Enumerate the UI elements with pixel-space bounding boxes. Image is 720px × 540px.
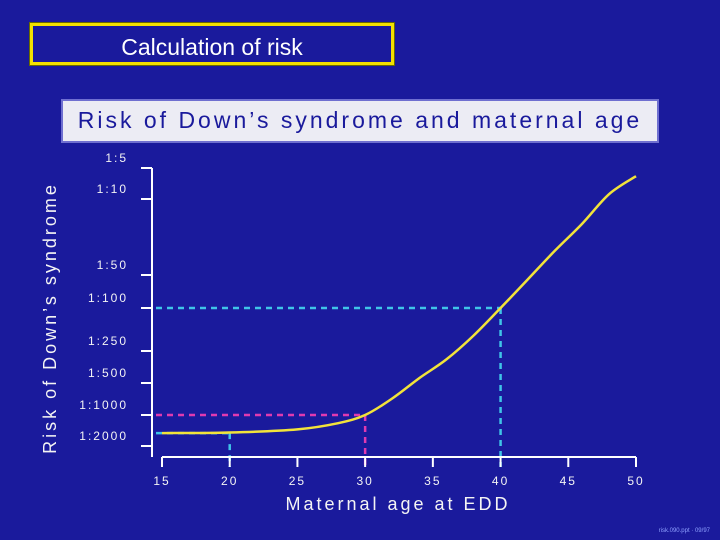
y-tick-label: 1:2000 xyxy=(79,429,128,443)
y-tick-label: 1:1000 xyxy=(79,398,128,412)
slide-title: Calculation of risk xyxy=(121,34,303,60)
x-tick-label: 50 xyxy=(627,474,644,488)
y-tick-label: 1:500 xyxy=(88,366,128,380)
chart-axes: 1:5 1:10 1:50 1:100 1:250 1:500 1:1000 1:2000 15… xyxy=(79,151,644,488)
y-tick-label: 1:250 xyxy=(88,334,128,348)
risk-curve-group xyxy=(161,175,637,435)
x-tick-label: 35 xyxy=(424,474,441,488)
chart-title-box: Risk of Down’s syndrome and maternal age xyxy=(61,99,659,143)
y-tick-label: 1:10 xyxy=(97,182,128,196)
x-tick-label: 20 xyxy=(221,474,238,488)
y-axis-label: Risk of Down’s syndrome xyxy=(40,182,60,454)
y-tick-label: 1:5 xyxy=(105,151,128,165)
y-tick-label: 1:50 xyxy=(97,258,128,272)
reference-lines xyxy=(156,306,502,467)
x-axis-label: Maternal age at EDD xyxy=(285,494,510,514)
x-tick-label: 30 xyxy=(356,474,373,488)
risk-curve xyxy=(161,175,637,435)
x-tick-label: 15 xyxy=(153,474,170,488)
x-tick-label: 25 xyxy=(289,474,306,488)
y-tick-label: 1:100 xyxy=(88,291,128,305)
x-tick-label: 40 xyxy=(492,474,509,488)
x-tick-label: 45 xyxy=(560,474,577,488)
slide-title-box: Calculation of risk xyxy=(29,22,395,66)
chart-title: Risk of Down’s syndrome and maternal age xyxy=(77,107,643,133)
footer-note: risk.090.ppt · 09/97 xyxy=(658,528,710,534)
